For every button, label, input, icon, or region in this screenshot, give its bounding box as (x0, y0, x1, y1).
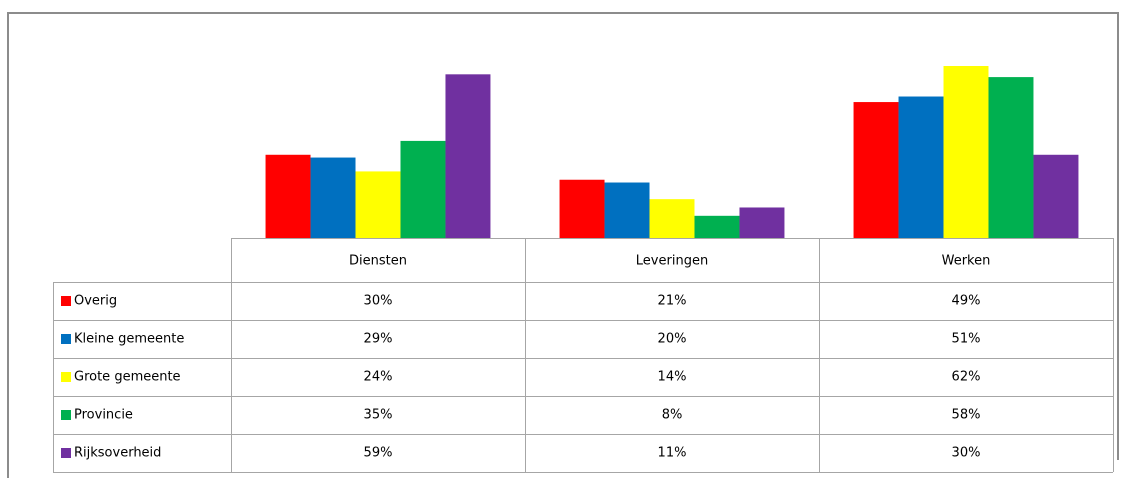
category-label: Diensten (349, 254, 407, 269)
legend-key (61, 410, 71, 420)
bar (604, 182, 650, 238)
value-label: 24% (364, 370, 393, 385)
bar (1033, 154, 1079, 238)
value-label: 29% (364, 332, 393, 347)
legend-label: Provincie (74, 408, 133, 423)
legend-key (61, 372, 71, 382)
value-label: 59% (364, 446, 393, 461)
value-label: 49% (952, 294, 981, 309)
legend-key (61, 296, 71, 306)
bar (400, 140, 446, 238)
bar (559, 179, 605, 238)
value-label: 20% (658, 332, 687, 347)
bar (649, 199, 695, 238)
value-label: 51% (952, 332, 981, 347)
value-label: 11% (658, 446, 687, 461)
value-label: 35% (364, 408, 393, 423)
bar (355, 171, 401, 238)
category-label: Leveringen (636, 254, 708, 269)
legend-label: Overig (74, 294, 117, 309)
bar (988, 77, 1034, 238)
value-label: 21% (658, 294, 687, 309)
legend-key (61, 334, 71, 344)
legend-key (61, 448, 71, 458)
bar (265, 154, 311, 238)
category-label: Werken (942, 254, 991, 269)
value-label: 62% (952, 370, 981, 385)
frame (7, 12, 1119, 478)
legend-label: Rijksoverheid (74, 446, 161, 461)
value-label: 58% (952, 408, 981, 423)
bar (898, 96, 944, 238)
value-label: 8% (662, 408, 683, 423)
bar (853, 102, 899, 238)
legend-label: Grote gemeente (74, 370, 181, 385)
bar (445, 74, 491, 239)
bar (943, 66, 989, 238)
legend-label: Kleine gemeente (74, 332, 184, 347)
value-label: 14% (658, 370, 687, 385)
value-label: 30% (952, 446, 981, 461)
value-label: 30% (364, 294, 393, 309)
bar (310, 157, 356, 238)
bar (694, 215, 740, 238)
bar (739, 207, 785, 238)
